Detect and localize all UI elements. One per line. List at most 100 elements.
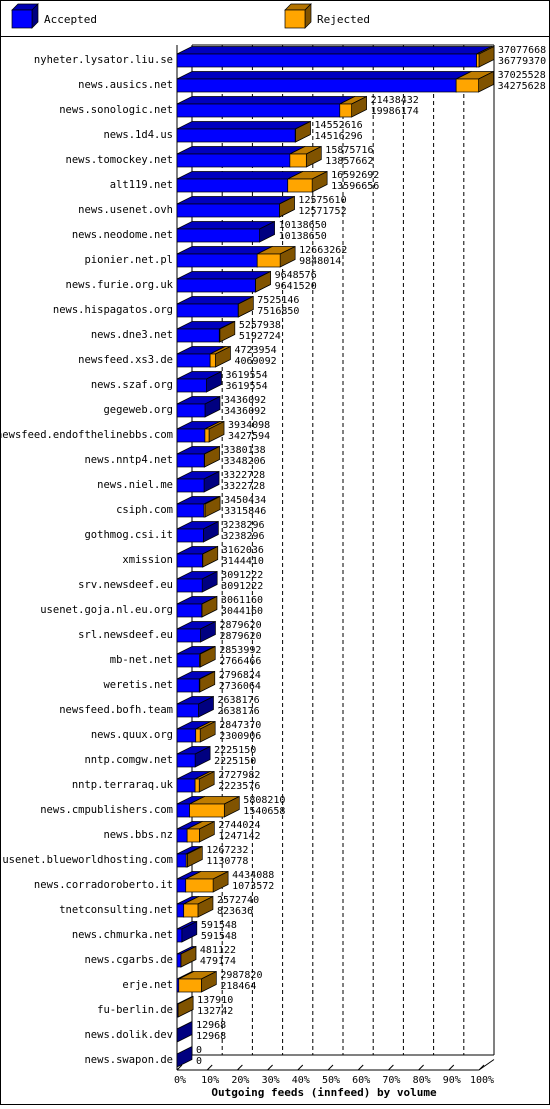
data-label-accepted: 3144410 — [222, 556, 264, 567]
category-label: srv.newsdeef.eu — [78, 579, 173, 591]
category-label: news.hispagatos.org — [53, 304, 173, 316]
category-label: news.furie.org.uk — [66, 279, 174, 291]
data-label-accepted: 591548 — [201, 931, 237, 942]
legend-swatch — [285, 10, 305, 28]
category-label: news.neodome.net — [72, 229, 173, 241]
bar-front — [288, 179, 312, 192]
bar-front — [177, 479, 204, 492]
data-label-accepted: 12968 — [196, 1031, 226, 1042]
category-label: weretis.net — [103, 679, 173, 691]
data-label-accepted: 10138650 — [279, 231, 327, 242]
legend-label: Rejected — [317, 13, 370, 26]
bar-front — [177, 779, 195, 792]
data-label-accepted: 132742 — [197, 1006, 233, 1017]
bar-top — [177, 222, 275, 230]
bar-front — [177, 279, 256, 292]
category-label: pionier.net.pl — [84, 254, 173, 266]
legend-label: Accepted — [44, 13, 97, 26]
bar-top — [177, 97, 355, 105]
category-label: news.cgarbs.de — [84, 954, 173, 966]
x-tick-label: 0% — [174, 1075, 186, 1086]
x-tick-label: 100% — [470, 1075, 494, 1086]
category-label: news.ausics.net — [78, 79, 173, 91]
data-label-accepted: 4069092 — [234, 356, 276, 367]
bar-front — [177, 529, 203, 542]
data-label-total: 1267232 — [206, 845, 248, 856]
bar-front — [177, 929, 182, 942]
bar-front — [200, 654, 201, 667]
bar-front — [177, 454, 204, 467]
data-label-accepted: 3091222 — [221, 581, 263, 592]
category-label: news.dolik.dev — [84, 1029, 173, 1041]
data-label-total: 16592692 — [331, 170, 379, 181]
x-tick-label: 10% — [201, 1075, 219, 1086]
data-label-accepted: 3044160 — [221, 606, 263, 617]
bar-top — [177, 122, 310, 130]
bar-top — [177, 47, 492, 55]
bar-front — [177, 404, 205, 417]
bar-front — [456, 79, 478, 92]
bar-front — [177, 354, 210, 367]
data-label-total: 2572740 — [217, 895, 259, 906]
bar-front — [177, 154, 290, 167]
category-label: news.niel.me — [97, 479, 173, 491]
data-label-total: 2987820 — [220, 970, 262, 981]
bar-front — [205, 429, 209, 442]
category-label: news.dne3.net — [91, 329, 173, 341]
bar-front — [186, 879, 213, 892]
data-label-accepted: 9641520 — [275, 281, 317, 292]
category-label: usenet.goja.nl.eu.org — [40, 604, 173, 616]
data-label-accepted: 34275628 — [498, 81, 546, 92]
bar-accepted — [177, 72, 471, 93]
bar-front — [177, 504, 204, 517]
bar-front — [177, 429, 205, 442]
bar-front — [177, 679, 199, 692]
data-label-total: 2847370 — [219, 720, 261, 731]
category-label: gothmog.csi.it — [84, 529, 173, 541]
data-label-total: 3934098 — [228, 420, 270, 431]
data-label-total: 2744024 — [218, 820, 260, 831]
chart-title: Outgoing feeds (innfeed) by volume — [211, 1086, 437, 1099]
bar-accepted — [177, 47, 492, 68]
bar-front — [177, 829, 187, 842]
category-label: srl.newsdeef.eu — [78, 629, 173, 641]
data-label-accepted: 3436092 — [224, 406, 266, 417]
bar-front — [177, 654, 200, 667]
data-label-accepted: 9848014 — [299, 256, 341, 267]
bar-front — [190, 804, 225, 817]
bar-accepted — [177, 97, 355, 118]
data-label-total: 3322728 — [223, 470, 265, 481]
category-label: erje.net — [122, 979, 173, 991]
bar-front — [177, 79, 456, 92]
bar-accepted — [177, 197, 294, 218]
data-label-accepted: 479174 — [200, 956, 236, 967]
bar-front — [257, 254, 280, 267]
data-label-accepted: 3348206 — [224, 456, 266, 467]
data-label-accepted: 13596656 — [331, 181, 379, 192]
data-label-total: 3238296 — [222, 520, 264, 531]
category-label: news.quux.org — [91, 729, 173, 741]
bar-top — [177, 72, 471, 80]
category-label: news.sonologic.net — [59, 104, 173, 116]
bar-front — [340, 104, 352, 117]
x-tick-label: 70% — [382, 1075, 400, 1086]
bar-front — [186, 854, 187, 867]
bar-front — [177, 604, 202, 617]
category-label: alt119.net — [110, 179, 173, 191]
data-label-accepted: 218464 — [220, 981, 256, 992]
category-label: nyheter.lysator.liu.se — [34, 54, 173, 66]
data-label-accepted: 3238296 — [222, 531, 264, 542]
bar-front — [195, 779, 199, 792]
bar-front — [177, 879, 186, 892]
category-label: news.szaf.org — [91, 379, 173, 391]
bar-front — [177, 729, 196, 742]
data-label-accepted: 823636 — [217, 906, 253, 917]
category-label: newsfeed.endofthelinebbs.com — [0, 429, 173, 441]
bar-front — [179, 979, 202, 992]
data-label-accepted: 14516296 — [315, 131, 363, 142]
bar-front — [177, 129, 295, 142]
category-label: nntp.terraraq.uk — [72, 779, 174, 791]
bar-front — [477, 54, 479, 67]
data-label-accepted: 12571752 — [298, 206, 346, 217]
